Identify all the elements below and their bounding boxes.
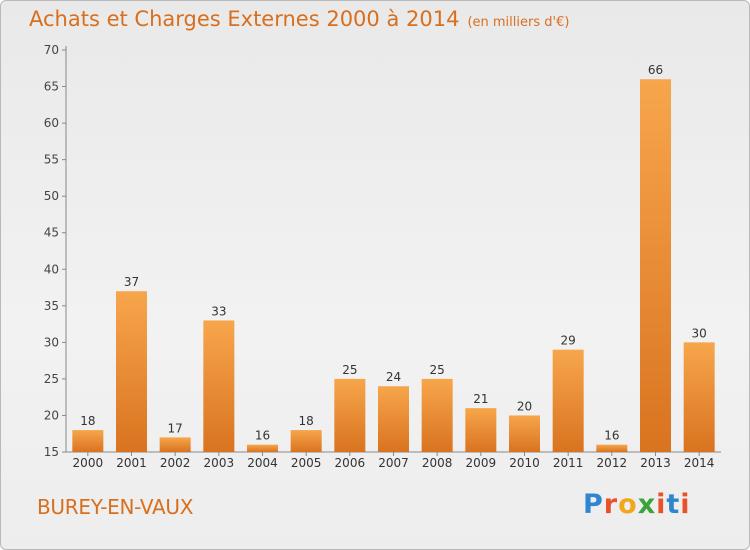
x-tick-label: 2009 <box>466 456 497 470</box>
data-label: 18 <box>299 414 314 428</box>
bar <box>159 437 191 452</box>
bar <box>596 444 628 452</box>
bar <box>552 349 584 452</box>
data-label: 25 <box>430 363 445 377</box>
x-tick-label: 2007 <box>378 456 409 470</box>
x-tick-label: 2014 <box>684 456 715 470</box>
y-tick-label: 65 <box>44 80 59 94</box>
bar <box>116 291 147 452</box>
x-tick-label: 2003 <box>204 456 235 470</box>
bar <box>72 430 104 452</box>
bar <box>378 386 409 452</box>
y-tick-label: 70 <box>44 43 59 57</box>
x-tick-label: 2002 <box>160 456 191 470</box>
y-tick-label: 20 <box>44 408 59 422</box>
y-tick-label: 15 <box>44 445 59 459</box>
bar <box>640 79 671 453</box>
data-label: 16 <box>255 429 270 443</box>
data-label: 18 <box>80 414 95 428</box>
y-tick-label: 35 <box>44 299 59 313</box>
data-label: 24 <box>386 370 401 384</box>
x-tick-label: 2006 <box>335 456 366 470</box>
data-label: 16 <box>604 429 619 443</box>
data-label: 37 <box>124 275 139 289</box>
data-label: 66 <box>648 63 663 77</box>
data-label: 20 <box>517 399 532 413</box>
logo-letter: i <box>656 489 667 520</box>
bar <box>334 378 366 452</box>
bar <box>247 444 278 452</box>
y-tick-label: 40 <box>44 262 59 276</box>
x-tick-label: 2005 <box>291 456 322 470</box>
x-tick-label: 2000 <box>73 456 104 470</box>
x-tick-label: 2010 <box>509 456 540 470</box>
logo-letter: x <box>637 489 657 520</box>
chart-unit: (en milliers d'€) <box>467 15 570 30</box>
logo-letter: i <box>680 489 691 520</box>
y-tick-label: 25 <box>44 372 59 386</box>
bar <box>203 320 235 452</box>
bar <box>683 342 715 452</box>
logo-letter: t <box>666 489 681 520</box>
chart-title-main: Achats et Charges Externes 2000 à 2014 <box>29 7 460 31</box>
y-tick-label: 50 <box>44 189 59 203</box>
x-tick-label: 2012 <box>597 456 628 470</box>
chart-title: Achats et Charges Externes 2000 à 2014 (e… <box>29 7 569 31</box>
y-tick-label: 55 <box>44 153 59 167</box>
logo-letter: r <box>603 489 619 520</box>
data-label: 25 <box>342 363 357 377</box>
bar <box>509 415 540 452</box>
data-label: 33 <box>211 304 226 318</box>
logo-letter: o <box>618 489 638 520</box>
x-tick-label: 2013 <box>640 456 671 470</box>
data-label: 30 <box>692 326 707 340</box>
x-tick-label: 2004 <box>247 456 278 470</box>
bar <box>465 408 497 452</box>
y-tick-label: 30 <box>44 335 59 349</box>
commune-name: BUREY-EN-VAUX <box>37 495 194 519</box>
bar <box>290 430 322 452</box>
x-tick-label: 2001 <box>116 456 147 470</box>
y-tick-label: 45 <box>44 226 59 240</box>
logo-letter: P <box>583 489 604 520</box>
data-label: 29 <box>561 334 576 348</box>
data-label: 21 <box>473 392 488 406</box>
y-tick-label: 60 <box>44 116 59 130</box>
data-label: 17 <box>168 421 183 435</box>
proxiti-logo: Proxiti <box>583 489 691 520</box>
bar <box>421 378 453 452</box>
x-tick-label: 2011 <box>553 456 584 470</box>
x-tick-label: 2008 <box>422 456 453 470</box>
